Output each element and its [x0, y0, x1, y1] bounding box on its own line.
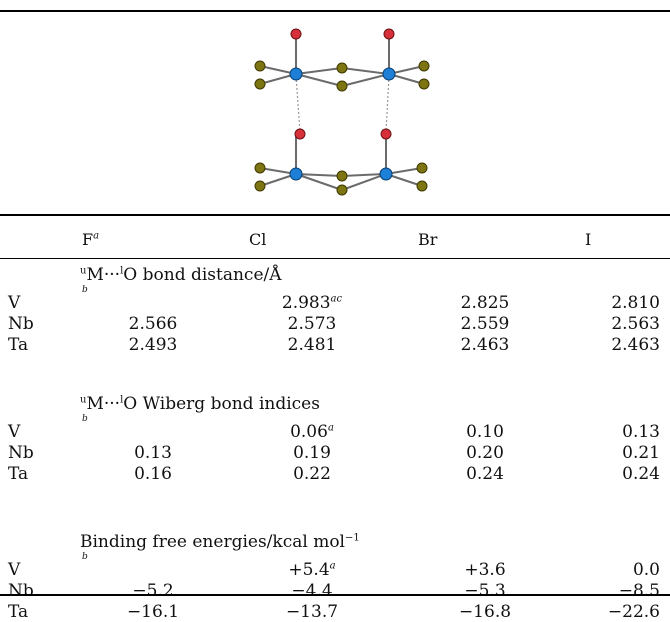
- row-label: Ta: [8, 602, 29, 622]
- row-label: V: [8, 422, 21, 442]
- table-row: Nb −5.2 −4.4 −5.3 −8.5: [0, 581, 670, 601]
- cell-cl: 0.22: [293, 464, 331, 484]
- cell-br: 2.559: [460, 314, 510, 334]
- cell-i: 2.563: [611, 314, 660, 334]
- section-title: Binding free energies/kcal mol−1: [80, 532, 360, 552]
- cell-i: 0.0: [632, 560, 660, 580]
- cell-f: 2.566: [128, 314, 178, 334]
- cell-i: −22.6: [607, 602, 660, 622]
- table-row: Ta 2.493 2.481 2.463 2.463: [0, 335, 670, 355]
- row-label: V: [8, 560, 21, 580]
- cell-cl: −4.4: [291, 581, 333, 601]
- section-title: uM···lO Wiberg bond indices: [80, 394, 320, 414]
- row-label: Nb: [8, 314, 34, 334]
- cell-cl: +5.4a: [288, 560, 336, 580]
- header-col-cl: Cl: [249, 230, 267, 249]
- header-col-br: Br: [418, 230, 438, 249]
- row-label: V: [8, 293, 21, 313]
- footnote-mark: b: [82, 414, 88, 424]
- table-row: Nb 0.13 0.19 0.20 0.21: [0, 443, 670, 463]
- table-row: V 2.983ac 2.825 2.810: [0, 293, 670, 313]
- cell-i: 0.24: [622, 464, 660, 484]
- header-bottom-rule: [0, 258, 670, 259]
- cell-br: 2.825: [460, 293, 510, 313]
- footnote-mark: b: [82, 552, 88, 562]
- cell-i: 0.13: [622, 422, 660, 442]
- cell-f: −16.1: [126, 602, 180, 622]
- metal-atoms: [289, 67, 396, 181]
- cell-br: 0.10: [466, 422, 504, 442]
- cell-f: −5.2: [132, 581, 174, 601]
- cell-br: 0.20: [466, 443, 504, 463]
- section-title: uM···lO bond distance/Å: [80, 265, 282, 285]
- cell-f: 2.493: [128, 335, 178, 355]
- table-row: Ta −16.1 −13.7 −16.8 −22.6: [0, 602, 670, 622]
- header-col-f: Fa: [82, 230, 100, 249]
- cell-cl: 0.06a: [290, 422, 334, 442]
- table-row: V +5.4a +3.6 0.0: [0, 560, 670, 580]
- cell-br: 0.24: [466, 464, 504, 484]
- row-label: Ta: [8, 464, 29, 484]
- row-label: Nb: [8, 443, 34, 463]
- bottom-rule: [0, 594, 670, 596]
- halogen-atoms: [254, 60, 430, 196]
- dotted-interactions: [295, 75, 390, 133]
- cell-br: 2.463: [460, 335, 510, 355]
- top-rule: [0, 10, 670, 12]
- header-top-rule: [0, 214, 670, 216]
- cell-br: −5.3: [464, 581, 506, 601]
- row-label: Ta: [8, 335, 29, 355]
- cell-f: 0.13: [134, 443, 172, 463]
- cell-i: −8.5: [618, 581, 660, 601]
- cell-br: +3.6: [464, 560, 506, 580]
- cell-cl: 2.983ac: [281, 293, 343, 313]
- cell-i: 2.810: [611, 293, 660, 313]
- molecule-structure-image: [254, 28, 430, 196]
- footnote-mark: b: [82, 285, 88, 295]
- cell-cl: 0.19: [293, 443, 331, 463]
- cell-cl: −13.7: [285, 602, 339, 622]
- cell-cl: 2.573: [287, 314, 337, 334]
- table-row: Nb 2.566 2.573 2.559 2.563: [0, 314, 670, 334]
- cell-cl: 2.481: [287, 335, 337, 355]
- table-row: Ta 0.16 0.22 0.24 0.24: [0, 464, 670, 484]
- cell-i: 2.463: [611, 335, 660, 355]
- header-col-i: I: [585, 230, 592, 249]
- cell-f: 0.16: [134, 464, 172, 484]
- bonds: [259, 34, 425, 191]
- cell-i: 0.21: [622, 443, 660, 463]
- cell-br: −16.8: [458, 602, 512, 622]
- table-row: V 0.06a 0.10 0.13: [0, 422, 670, 442]
- row-label: Nb: [8, 581, 34, 601]
- oxygen-atoms: [290, 28, 395, 140]
